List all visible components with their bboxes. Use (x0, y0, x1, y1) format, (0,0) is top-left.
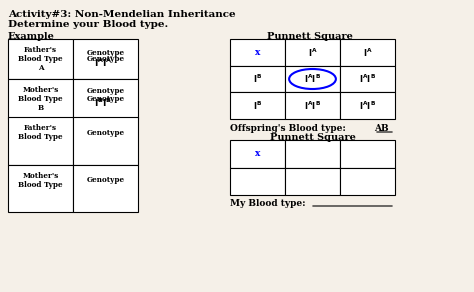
Text: Genotype: Genotype (86, 87, 125, 95)
Text: $\mathbf{I^AI^B}$: $\mathbf{I^AI^B}$ (304, 100, 321, 112)
Bar (8, 79, 73, 119)
Text: $\mathbf{I^AI^B}$: $\mathbf{I^AI^B}$ (359, 100, 376, 112)
Bar (230, 168, 285, 195)
Bar (230, 92, 285, 119)
Text: Father's
Blood Type: Father's Blood Type (18, 124, 63, 141)
Text: $\mathbf{I^BI^B}$: $\mathbf{I^BI^B}$ (94, 97, 113, 109)
Text: Genotype: Genotype (86, 49, 125, 57)
Text: Genotype: Genotype (86, 129, 125, 137)
Text: Punnett Square: Punnett Square (267, 32, 353, 41)
Bar (340, 92, 395, 119)
Bar (8, 39, 73, 79)
Bar (73, 117, 138, 164)
Bar (285, 92, 340, 119)
Text: x: x (255, 149, 260, 158)
Bar (230, 140, 285, 168)
Text: $\mathbf{I^AI^B}$: $\mathbf{I^AI^B}$ (304, 73, 321, 85)
Bar (340, 168, 395, 195)
Text: $\mathbf{I^B}$: $\mathbf{I^B}$ (253, 100, 262, 112)
Bar (285, 39, 340, 66)
Bar (230, 66, 285, 92)
Text: $\mathbf{I^A}$: $\mathbf{I^A}$ (363, 46, 373, 58)
Bar (285, 168, 340, 195)
Bar (230, 39, 285, 66)
Bar (285, 140, 340, 168)
Bar (73, 164, 138, 212)
Text: Genotype: Genotype (86, 55, 125, 63)
Text: My Blood type:: My Blood type: (230, 199, 306, 208)
Bar (8, 164, 73, 212)
Text: Determine your Blood type.: Determine your Blood type. (8, 20, 168, 29)
Text: AB: AB (374, 124, 389, 133)
Text: Genotype: Genotype (86, 176, 125, 184)
Text: Father's
Blood Type
A: Father's Blood Type A (18, 46, 63, 72)
Text: Punnett Square: Punnett Square (270, 133, 356, 142)
Text: Example: Example (8, 32, 55, 41)
Bar (340, 140, 395, 168)
Text: $\mathbf{I^AI^A}$: $\mathbf{I^AI^A}$ (94, 57, 113, 69)
Text: Genotype: Genotype (86, 95, 125, 103)
Bar (340, 66, 395, 92)
Text: Activity#3: Non-Mendelian Inheritance: Activity#3: Non-Mendelian Inheritance (8, 10, 236, 19)
Bar (73, 39, 138, 79)
Text: x: x (255, 48, 260, 57)
Bar (285, 66, 340, 92)
Text: $\mathbf{I^B}$: $\mathbf{I^B}$ (253, 73, 262, 85)
Bar (8, 117, 73, 164)
Bar (73, 79, 138, 119)
Text: Offspring's Blood type:: Offspring's Blood type: (230, 124, 349, 133)
Text: Mother's
Blood Type: Mother's Blood Type (18, 172, 63, 189)
Text: $\mathbf{I^A}$: $\mathbf{I^A}$ (308, 46, 318, 58)
Text: $\mathbf{I^AI^B}$: $\mathbf{I^AI^B}$ (359, 73, 376, 85)
Bar (340, 39, 395, 66)
Text: Mother's
Blood Type
B: Mother's Blood Type B (18, 86, 63, 112)
